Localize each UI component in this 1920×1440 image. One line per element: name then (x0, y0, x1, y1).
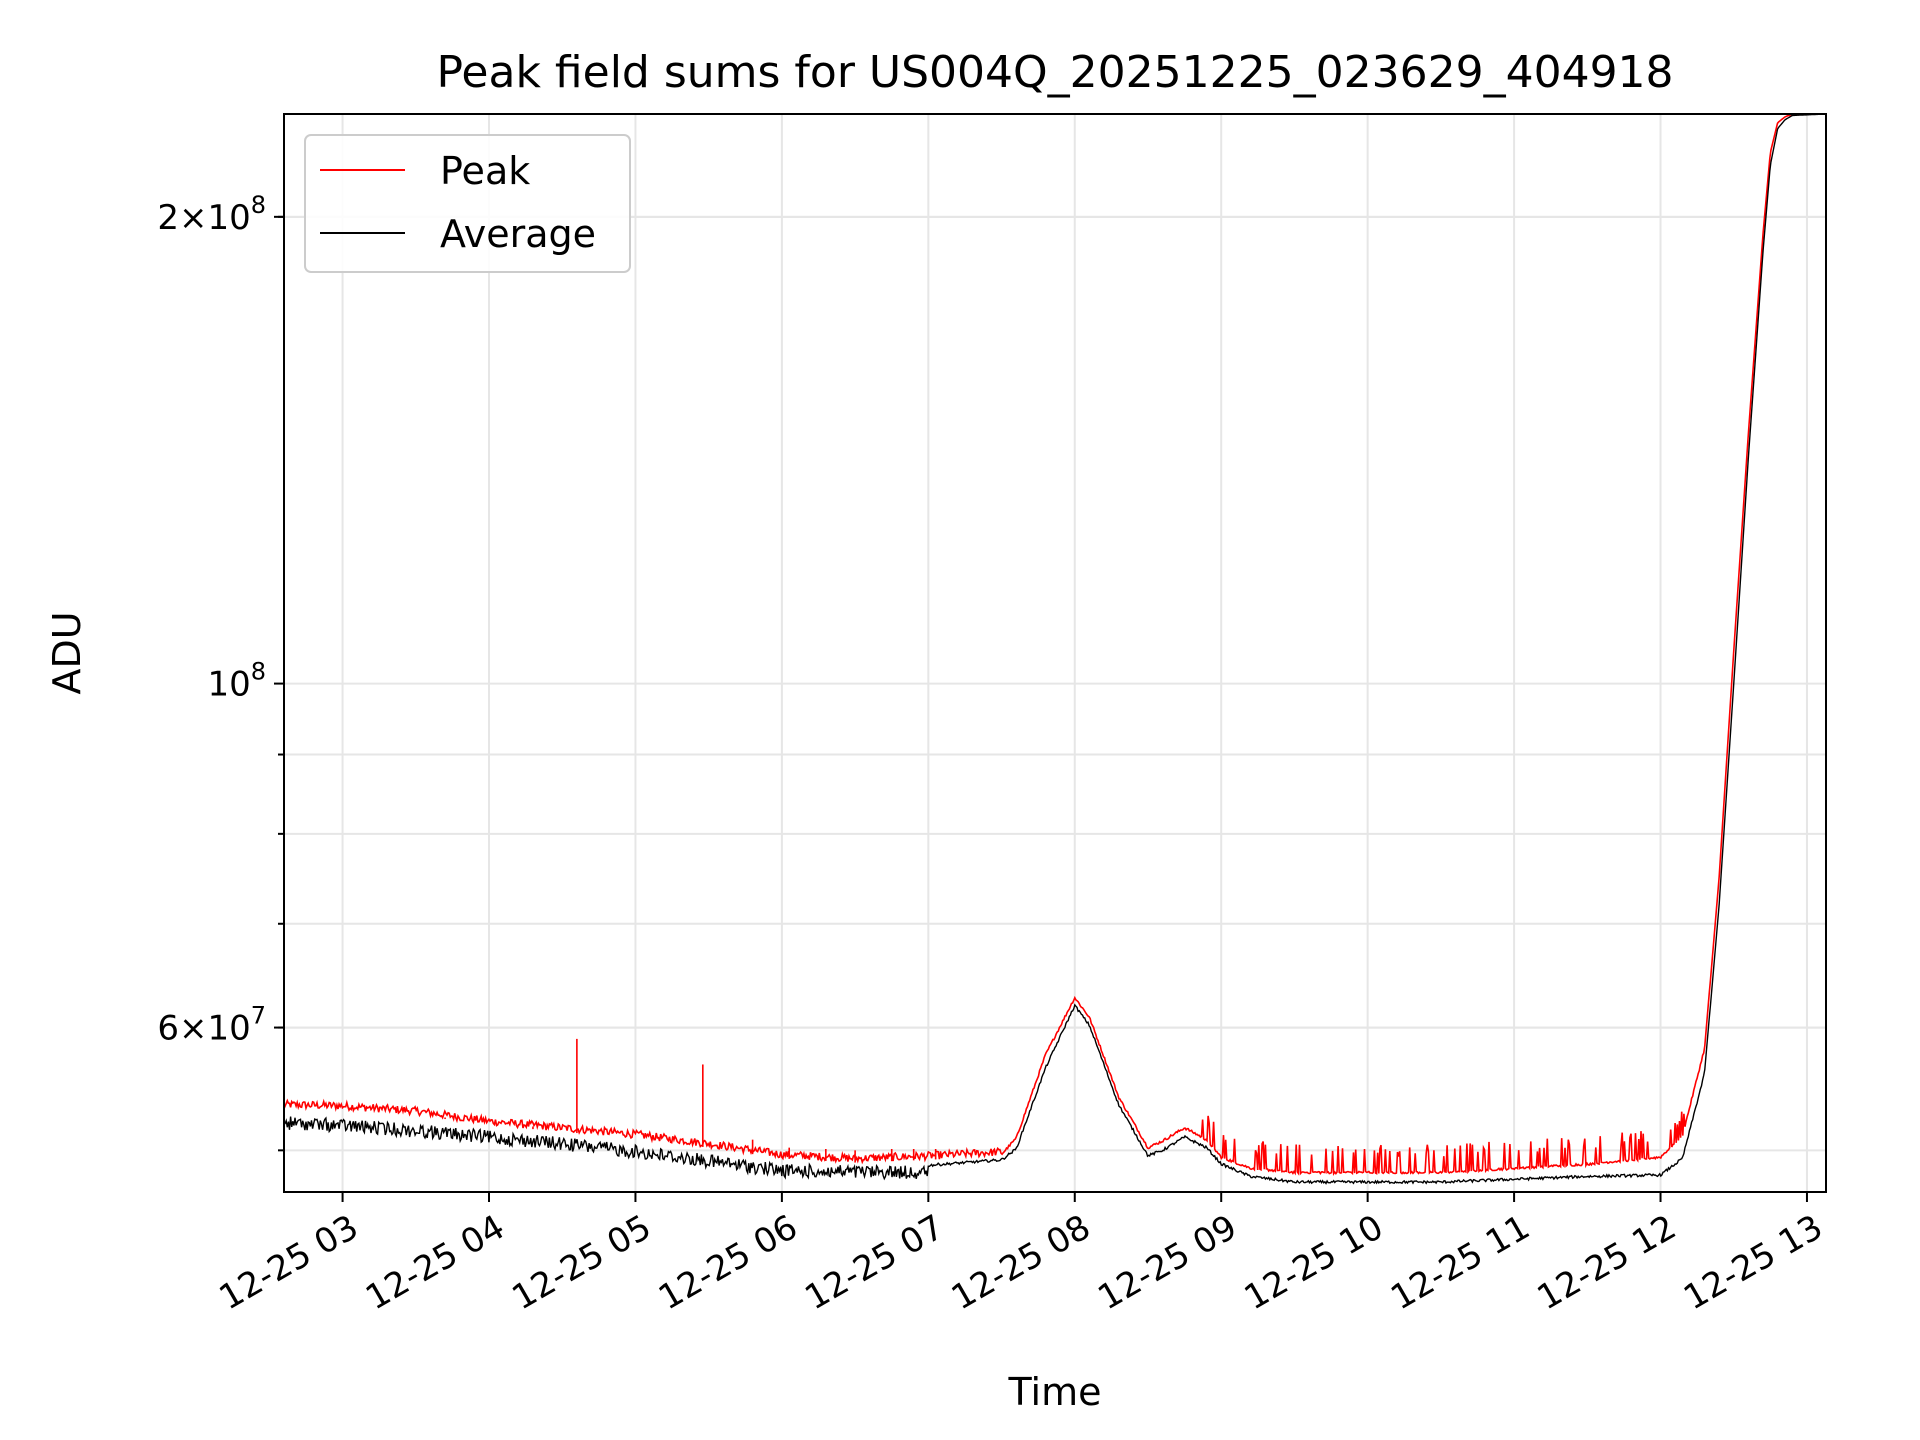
chart-title: Peak field sums for US004Q_20251225_0236… (436, 47, 1673, 98)
x-tick-label: 12-25 08 (945, 1207, 1097, 1318)
y-axis-label: ADU (45, 611, 89, 694)
x-tick-label: 12-25 06 (652, 1207, 804, 1318)
x-tick-label: 12-25 10 (1238, 1207, 1390, 1318)
x-tick-label: 12-25 07 (798, 1207, 950, 1318)
series-layer (283, 113, 1826, 1185)
x-axis-label: Time (1008, 1370, 1102, 1414)
y-tick-label: 108 (207, 658, 266, 705)
x-tick-label: 12-25 09 (1091, 1207, 1243, 1318)
series-peak-line (283, 113, 1826, 1177)
plot-area-frame (283, 113, 1827, 1193)
series-average-line (283, 113, 1826, 1185)
legend-average-label: Average (440, 212, 596, 256)
x-tick-label: 12-25 04 (359, 1207, 511, 1318)
y-tick-label: 6×107 (157, 1002, 266, 1049)
x-tick-label: 12-25 03 (213, 1207, 365, 1318)
x-tick-label: 12-25 11 (1384, 1207, 1536, 1318)
legend: Peak Average (304, 134, 631, 273)
x-tick-label: 12-25 12 (1531, 1207, 1683, 1318)
x-tick-label: 12-25 13 (1677, 1207, 1829, 1318)
x-tick-label: 12-25 05 (506, 1207, 658, 1318)
y-tick-label: 2×108 (157, 191, 266, 238)
legend-peak-label: Peak (440, 149, 530, 193)
grid (284, 114, 1826, 1192)
